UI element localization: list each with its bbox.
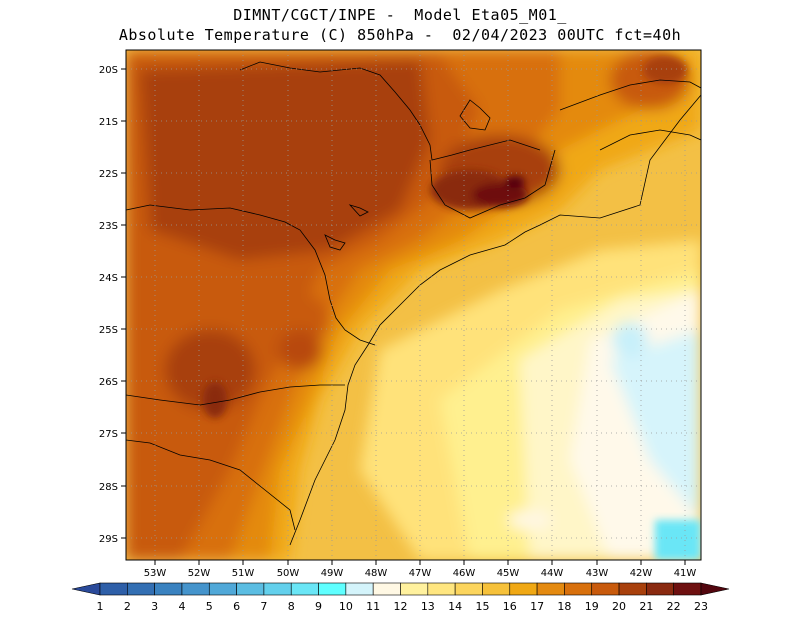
colorbar-segment [263,582,292,596]
lat-label: 21S [99,117,118,128]
colorbar-segment [536,582,565,596]
colorbar-label: 1 [97,600,104,613]
colorbar-label: 22 [667,600,681,613]
colorbar-label: 18 [557,600,571,613]
colorbar-label: 3 [151,600,158,613]
lat-label: 27S [99,429,118,440]
colorbar-segment [208,582,237,596]
colorbar-label: 4 [178,600,185,613]
colorbar-segment [154,582,183,596]
lon-label: 53W [144,568,167,579]
map-frame [125,49,702,561]
lat-label: 25S [99,325,118,336]
lon-label: 42W [630,568,653,579]
colorbar-label: 6 [233,600,240,613]
colorbar-label: 13 [421,600,435,613]
colorbar-label: 20 [612,600,626,613]
colorbar-segment [181,582,210,596]
lon-label: 49W [321,568,344,579]
colorbar-label: 15 [475,600,489,613]
lat-lon-grid [126,50,701,560]
colorbar-segment [700,582,730,596]
colorbar-segment [345,582,374,596]
colorbar-segment [673,582,702,596]
colorbar-label: 2 [124,600,131,613]
colorbar-segment [591,582,620,596]
colorbar-segment [290,582,319,596]
lon-label: 51W [232,568,255,579]
colorbar-segment [509,582,538,596]
lon-label: 52W [188,568,211,579]
colorbar-label: 9 [315,600,322,613]
colorbar-label: 19 [585,600,599,613]
lon-label: 47W [409,568,432,579]
colorbar: 1 2 3 4 5 6 7 8 9 10 11 12 13 14 15 16 17 18 19 20 21 22 23 [71,582,730,613]
lat-label: 26S [99,377,118,388]
title-line-1: DIMNT/CGCT/INPE - Model Eta05_M01_ [233,6,567,24]
colorbar-label: 14 [448,600,462,613]
colorbar-segment [71,582,101,596]
lat-label: 29S [99,534,118,545]
colorbar-label: 12 [394,600,408,613]
colorbar-segment [454,582,483,596]
lon-label: 46W [453,568,476,579]
temperature-field [126,50,701,560]
colorbar-label: 8 [288,600,295,613]
axis-ticks [121,68,686,565]
colorbar-segment [646,582,674,596]
lat-label: 22S [99,169,118,180]
lon-label: 43W [586,568,609,579]
colorbar-segment [400,582,429,596]
lon-label: 48W [365,568,388,579]
lat-label: 24S [99,273,118,284]
lon-label: 45W [497,568,520,579]
latitude-labels: 20S 21S 22S 23S 24S 25S 26S 27S 28S 29S [99,65,118,545]
colorbar-label: 7 [260,600,267,613]
colorbar-segment [127,582,155,596]
colorbar-label: 11 [366,600,380,613]
colorbar-label: 10 [339,600,353,613]
colorbar-segment [236,582,265,596]
colorbar-segment [618,582,647,596]
colorbar-label: 17 [530,600,544,613]
title-line-2: Absolute Temperature (C) 850hPa - 02/04/… [118,26,682,44]
lat-label: 23S [99,221,118,232]
lat-label: 20S [99,65,118,76]
colorbar-label: 23 [694,600,708,613]
colorbar-segment [318,582,347,596]
longitude-labels: 53W 52W 51W 50W 49W 48W 47W 46W 45W 44W … [144,568,697,579]
colorbar-label: 16 [503,600,517,613]
lon-label: 41W [674,568,697,579]
lon-label: 44W [541,568,564,579]
lat-label: 28S [99,482,118,493]
lon-label: 50W [277,568,300,579]
colorbar-segment [564,582,593,596]
colorbar-label: 5 [206,600,213,613]
colorbar-segment [99,582,128,596]
colorbar-segment [482,582,511,596]
colorbar-segment [427,582,456,596]
colorbar-segment [372,582,401,596]
colorbar-label: 21 [639,600,653,613]
